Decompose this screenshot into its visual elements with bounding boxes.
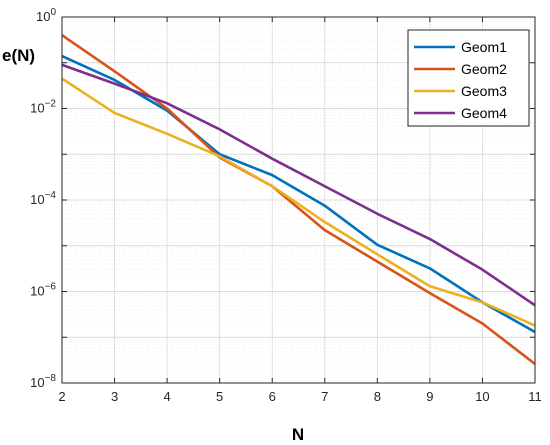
x-tick-label: 8 — [374, 389, 381, 404]
x-tick-label: 6 — [269, 389, 276, 404]
series-line-geom2 — [61, 34, 536, 366]
legend-label-geom1: Geom1 — [461, 39, 507, 55]
series-lines — [61, 34, 536, 366]
x-tick-label: 10 — [475, 389, 489, 404]
x-tick-label: 7 — [321, 389, 328, 404]
grid — [62, 17, 535, 383]
x-tick-label: 2 — [58, 389, 65, 404]
legend-label-geom4: Geom4 — [461, 105, 507, 121]
x-tick-label: 11 — [528, 389, 542, 404]
y-tick-label: 100 — [36, 7, 56, 24]
x-tick-label: 3 — [111, 389, 118, 404]
legend-label-geom2: Geom2 — [461, 61, 507, 77]
series-line-geom3 — [61, 77, 536, 327]
series-line-geom1 — [61, 54, 536, 334]
y-tick-label: 10−6 — [30, 282, 56, 299]
x-tick-labels: 2 3 4 5 6 7 8 9 10 11 — [58, 389, 541, 404]
y-tick-labels: 10−8 10−6 10−4 10−2 100 — [30, 7, 56, 390]
x-tick-label: 4 — [163, 389, 170, 404]
legend: Geom1 Geom2 Geom3 Geom4 — [407, 29, 530, 127]
legend-label-geom3: Geom3 — [461, 83, 507, 99]
x-axis-label: N — [292, 425, 304, 444]
x-tick-label: 5 — [216, 389, 223, 404]
y-tick-label: 10−2 — [30, 99, 56, 116]
y-tick-label: 10−4 — [30, 190, 56, 207]
y-tick-label: 10−8 — [30, 373, 56, 390]
axis-ticks — [61, 16, 536, 384]
y-axis-label: e(N) — [2, 46, 35, 65]
x-tick-label: 9 — [426, 389, 433, 404]
series-line-geom4 — [61, 63, 536, 307]
